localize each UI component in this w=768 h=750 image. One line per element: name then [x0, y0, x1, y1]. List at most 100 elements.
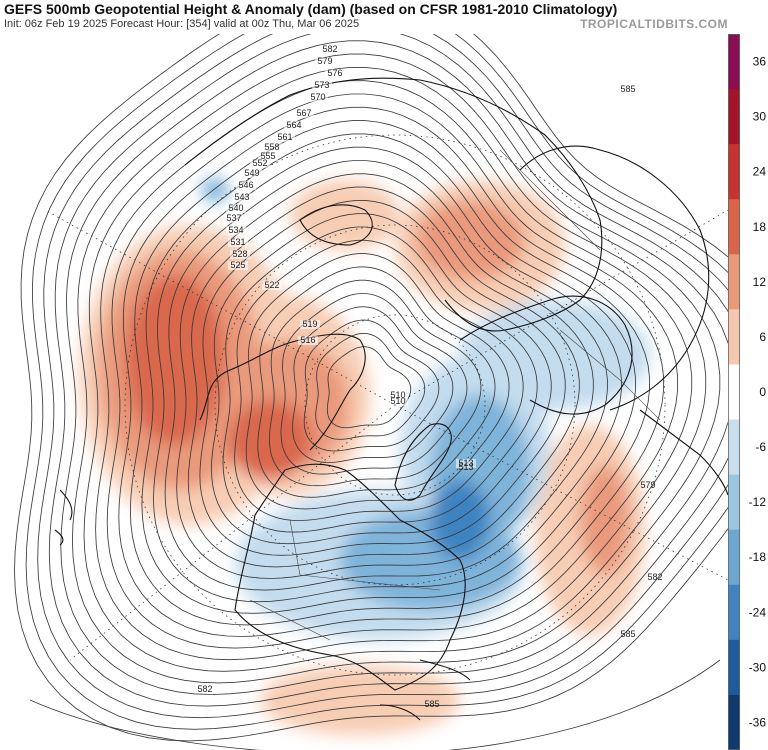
height-contour-line — [141, 133, 636, 614]
contour-label-background — [258, 152, 278, 161]
height-contour-line — [83, 66, 707, 672]
height-contour-line — [245, 253, 510, 510]
colorbar-swatch — [728, 639, 740, 696]
height-contour-line — [95, 80, 693, 661]
height-contour-line — [71, 53, 721, 684]
contour-label: 585 — [620, 84, 635, 94]
contour-label: 552 — [252, 158, 267, 168]
positive-anomaly-south — [260, 665, 460, 735]
contour-label: 561 — [277, 132, 292, 142]
height-contour-line — [176, 173, 594, 579]
contour-label-background — [224, 214, 244, 223]
contour-label: 540 — [228, 203, 243, 213]
height-contour-line — [199, 199, 566, 556]
contour-label-background — [236, 181, 256, 190]
height-contour-line — [315, 332, 426, 440]
contour-label: 525 — [230, 260, 245, 270]
contour-label-background — [618, 85, 638, 94]
contour-label-background — [320, 45, 340, 54]
height-contour-line — [29, 659, 721, 750]
anomaly-colorbar: 36 30 24 18 12 6 0 -6 -12 -18 -24 -30 -36 — [728, 34, 767, 750]
height-contour-line — [14, 34, 728, 742]
height-contour-line — [303, 319, 440, 452]
contour-label: 573 — [314, 80, 329, 90]
coastlines — [54, 77, 728, 721]
contour-label-background — [312, 81, 332, 90]
colorbar-swatch — [728, 144, 740, 200]
height-contour-line — [257, 266, 496, 498]
colorbar-swatch — [728, 254, 740, 310]
height-contour-line — [129, 120, 650, 626]
contour-label-background — [298, 336, 318, 345]
contour-label: 582 — [197, 684, 212, 694]
contour-label: 576 — [327, 68, 342, 78]
colorbar-tick-label: 12 — [753, 275, 767, 289]
height-contour-line — [280, 293, 468, 475]
colorbar-tick-label: 30 — [753, 110, 767, 124]
contour-label: 543 — [234, 192, 249, 202]
contour-label: 558 — [264, 142, 279, 152]
height-contour-line — [222, 226, 538, 533]
colorbar-tick-label: -18 — [749, 550, 767, 564]
colorbar-swatch — [728, 419, 740, 476]
chart-title: GEFS 500mb Geopotential Height & Anomaly… — [4, 1, 618, 17]
contour-label: 567 — [296, 108, 311, 118]
lat-lon-grid — [44, 134, 728, 676]
contour-label-background — [250, 159, 270, 168]
contour-label-background — [275, 133, 295, 142]
contour-label-background — [232, 193, 252, 202]
height-contour-line — [106, 93, 679, 649]
contour-label: 510 — [390, 396, 405, 406]
colorbar-swatch — [728, 34, 740, 90]
chart-subtitle: Init: 06z Feb 19 2025 Forecast Hour: [35… — [4, 18, 360, 30]
height-contour-line — [211, 213, 552, 545]
colorbar-tick-label: -30 — [749, 660, 767, 674]
contour-label: 570 — [310, 92, 325, 102]
contour-label-background — [294, 109, 314, 118]
height-contour-line — [164, 160, 608, 591]
contour-label-background — [262, 281, 282, 290]
height-contour-line — [326, 346, 412, 429]
contour-label-background — [230, 250, 250, 259]
contour-label-background — [284, 121, 304, 130]
positive-anomaly-atlantic — [535, 425, 645, 635]
height-contour-line — [292, 306, 454, 463]
contour-label: 516 — [300, 335, 315, 345]
contour-label: 585 — [620, 629, 635, 639]
contour-label-background — [325, 69, 345, 78]
contour-label: 582 — [322, 44, 337, 54]
colorbar-swatch — [728, 309, 740, 365]
contour-label: 549 — [244, 168, 259, 178]
height-contour-line — [60, 40, 728, 695]
colorbar-swatch — [728, 584, 740, 641]
colorbar-tick-label: 24 — [753, 165, 767, 179]
colorbar-tick-label: -6 — [755, 440, 766, 454]
colorbar-swatch — [728, 474, 740, 531]
colorbar-tick-label: -24 — [749, 605, 767, 619]
colorbar-swatch — [728, 364, 740, 421]
colorbar-tick-label: 0 — [759, 385, 766, 399]
contour-label-background — [226, 226, 246, 235]
height-contour-line — [234, 239, 524, 521]
contour-label: 564 — [286, 120, 301, 130]
contour-label: 510 — [390, 390, 405, 400]
contour-label: 534 — [228, 225, 243, 235]
height-contour-line — [153, 146, 622, 603]
contour-label-background — [228, 238, 248, 247]
colorbar-tick-label: 6 — [759, 330, 766, 344]
contour-label-background — [300, 320, 320, 329]
contour-label: 513 — [458, 462, 473, 472]
height-contour-line — [37, 34, 728, 719]
contour-label: 579 — [640, 480, 655, 490]
contour-label: 582 — [647, 572, 662, 582]
colorbar-swatch — [728, 199, 740, 255]
contour-label: 537 — [226, 213, 241, 223]
colorbar-swatch — [728, 529, 740, 586]
height-contour-line — [268, 279, 482, 487]
colorbar-tick-label: 36 — [753, 55, 767, 69]
political-boundaries — [249, 149, 661, 641]
contour-label-background — [308, 93, 328, 102]
contour-label: 513 — [458, 458, 473, 468]
contour-label-background — [388, 397, 408, 406]
height-contour-line — [187, 186, 580, 568]
